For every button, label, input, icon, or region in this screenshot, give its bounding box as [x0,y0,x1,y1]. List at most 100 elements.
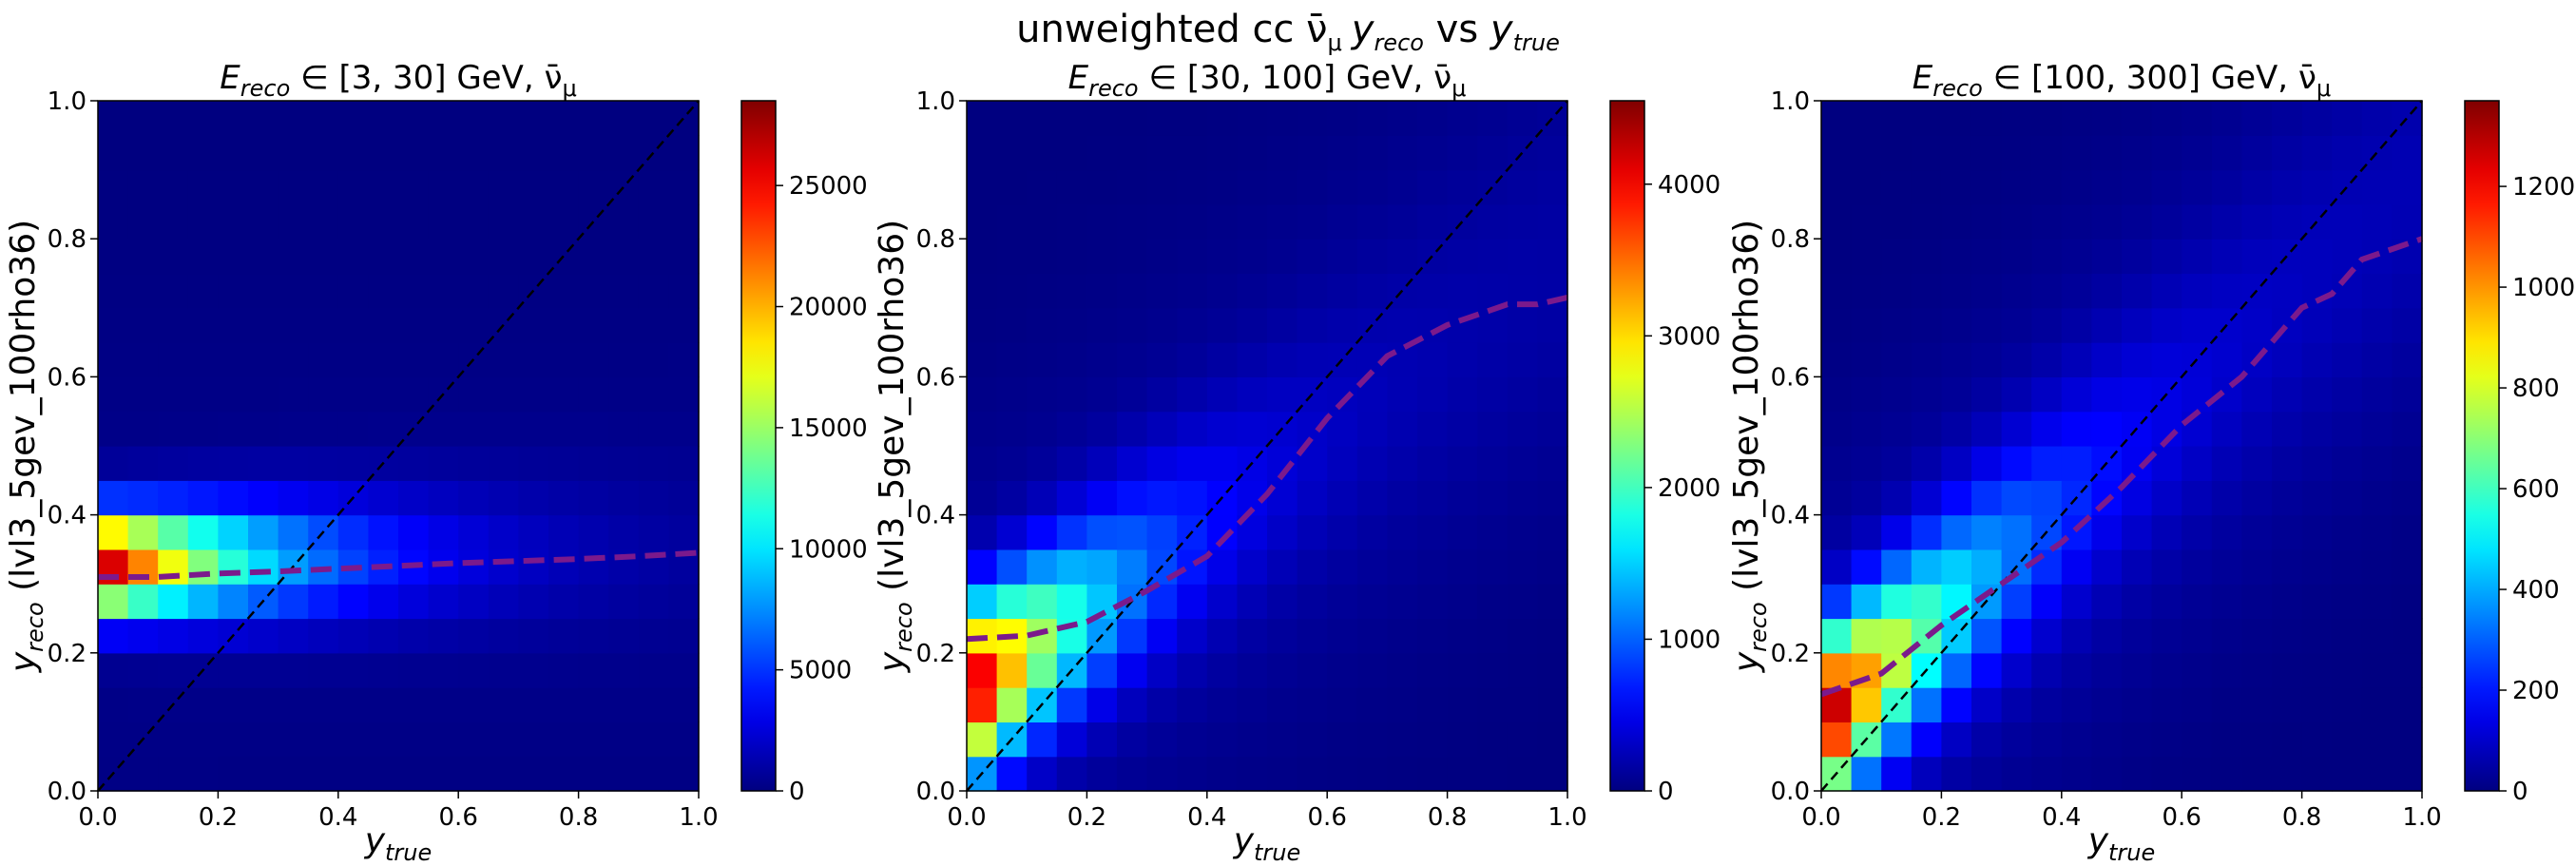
heatmap-cell [98,618,129,654]
heatmap-cell [248,101,279,136]
heatmap-cell [308,307,339,343]
heatmap-cell [1881,514,1913,550]
heatmap-cell [2091,514,2123,550]
heatmap-cell [1537,618,1568,654]
heatmap-cell [638,307,669,343]
heatmap-cell [2122,101,2153,136]
heatmap-cell [967,548,998,585]
x-axis-label: ytrue [1233,821,1301,866]
heatmap-cell [1447,618,1478,654]
heatmap-cell [458,411,490,447]
heatmap-cell [2332,135,2363,171]
heatmap-cell [2061,376,2092,413]
heatmap-cell [548,548,580,585]
heatmap-cell [1297,548,1328,585]
heatmap-cell [488,756,519,792]
heatmap-cell [368,687,399,722]
heatmap-cell [668,376,700,413]
heatmap-cell [2272,203,2303,240]
heatmap-cell [1117,756,1148,792]
heatmap-cell [1177,239,1208,275]
heatmap-cell [1417,514,1449,550]
heatmap-cell [1447,101,1478,136]
heatmap-cell [1056,101,1087,136]
heatmap-cell [2272,687,2303,722]
heatmap-cell [158,169,189,205]
heatmap-cell [368,101,399,136]
heatmap-cell [1146,273,1178,309]
heatmap-cell [1417,101,1449,136]
heatmap-cell [1821,101,1853,136]
heatmap-cell [98,687,129,722]
heatmap-cell [337,584,369,620]
heatmap-cell [608,584,640,620]
heatmap-cell [2091,239,2123,275]
heatmap-cell [608,411,640,447]
heatmap-cell [2301,376,2333,413]
heatmap-cell [1387,411,1418,447]
heatmap-cell [2392,618,2423,654]
heatmap-cell [2361,135,2393,171]
heatmap-cell [1327,446,1358,481]
colorbar-tick-label: 20000 [789,294,868,322]
heatmap-cell [1146,722,1178,758]
heatmap-cell [2301,239,2333,275]
heatmap-cell [458,101,490,136]
heatmap-cell [1206,342,1238,377]
heatmap-cell [668,514,700,550]
heatmap-cell [1851,548,1882,585]
y-axis-label: yreco (lvl3_5gev_100rho36) [4,220,48,673]
heatmap-cell [2182,514,2213,550]
heatmap-cell [1206,584,1238,620]
heatmap-cell [608,376,640,413]
colorbar-tick-label: 0 [1658,778,1674,806]
heatmap-cell [2091,687,2123,722]
heatmap-cell [1537,239,1568,275]
heatmap-cell [488,411,519,447]
heatmap-cell [2361,101,2393,136]
heatmap-cell [1477,135,1509,171]
heatmap-cell [668,618,700,654]
heatmap-cell [1851,273,1882,309]
heatmap-cell [187,584,219,620]
heatmap-cell [308,687,339,722]
heatmap-cell [1477,203,1509,240]
heatmap-cell [668,756,700,792]
heatmap-cell [1387,618,1418,654]
heatmap-cell [428,514,459,550]
heatmap-cell [248,307,279,343]
heatmap-cell [308,411,339,447]
heatmap-cell [127,307,159,343]
heatmap-cell [1881,135,1913,171]
heatmap-cell [337,722,369,758]
heatmap-cell [1911,169,1942,205]
heatmap-cell [2091,584,2123,620]
x-tick-label: 0.6 [439,803,478,832]
plot-frame [1820,100,2423,792]
heatmap-cell [1507,652,1538,688]
heatmap-cell [98,722,129,758]
heatmap-cell [1537,376,1568,413]
heatmap-cell [1237,722,1268,758]
heatmap-cell [337,411,369,447]
heatmap-cell [578,514,609,550]
heatmap-cell [1507,239,1538,275]
heatmap-cell [638,446,669,481]
heatmap-cell [278,756,309,792]
heatmap-cell [2361,307,2393,343]
heatmap-cell [488,203,519,240]
heatmap-cell [1447,722,1478,758]
heatmap-cell [2061,584,2092,620]
colorbar-tick-label: 5000 [789,657,852,685]
heatmap-cell [2241,411,2273,447]
heatmap-cell [1237,411,1268,447]
heatmap-cell [2272,480,2303,516]
heatmap-cell [1146,411,1178,447]
heatmap-cell [2361,376,2393,413]
heatmap-cell [1206,652,1238,688]
heatmap-cell [2392,446,2423,481]
heatmap-cell [248,169,279,205]
heatmap-cell [278,376,309,413]
heatmap-cell [1356,756,1388,792]
heatmap-cell [1941,722,1972,758]
